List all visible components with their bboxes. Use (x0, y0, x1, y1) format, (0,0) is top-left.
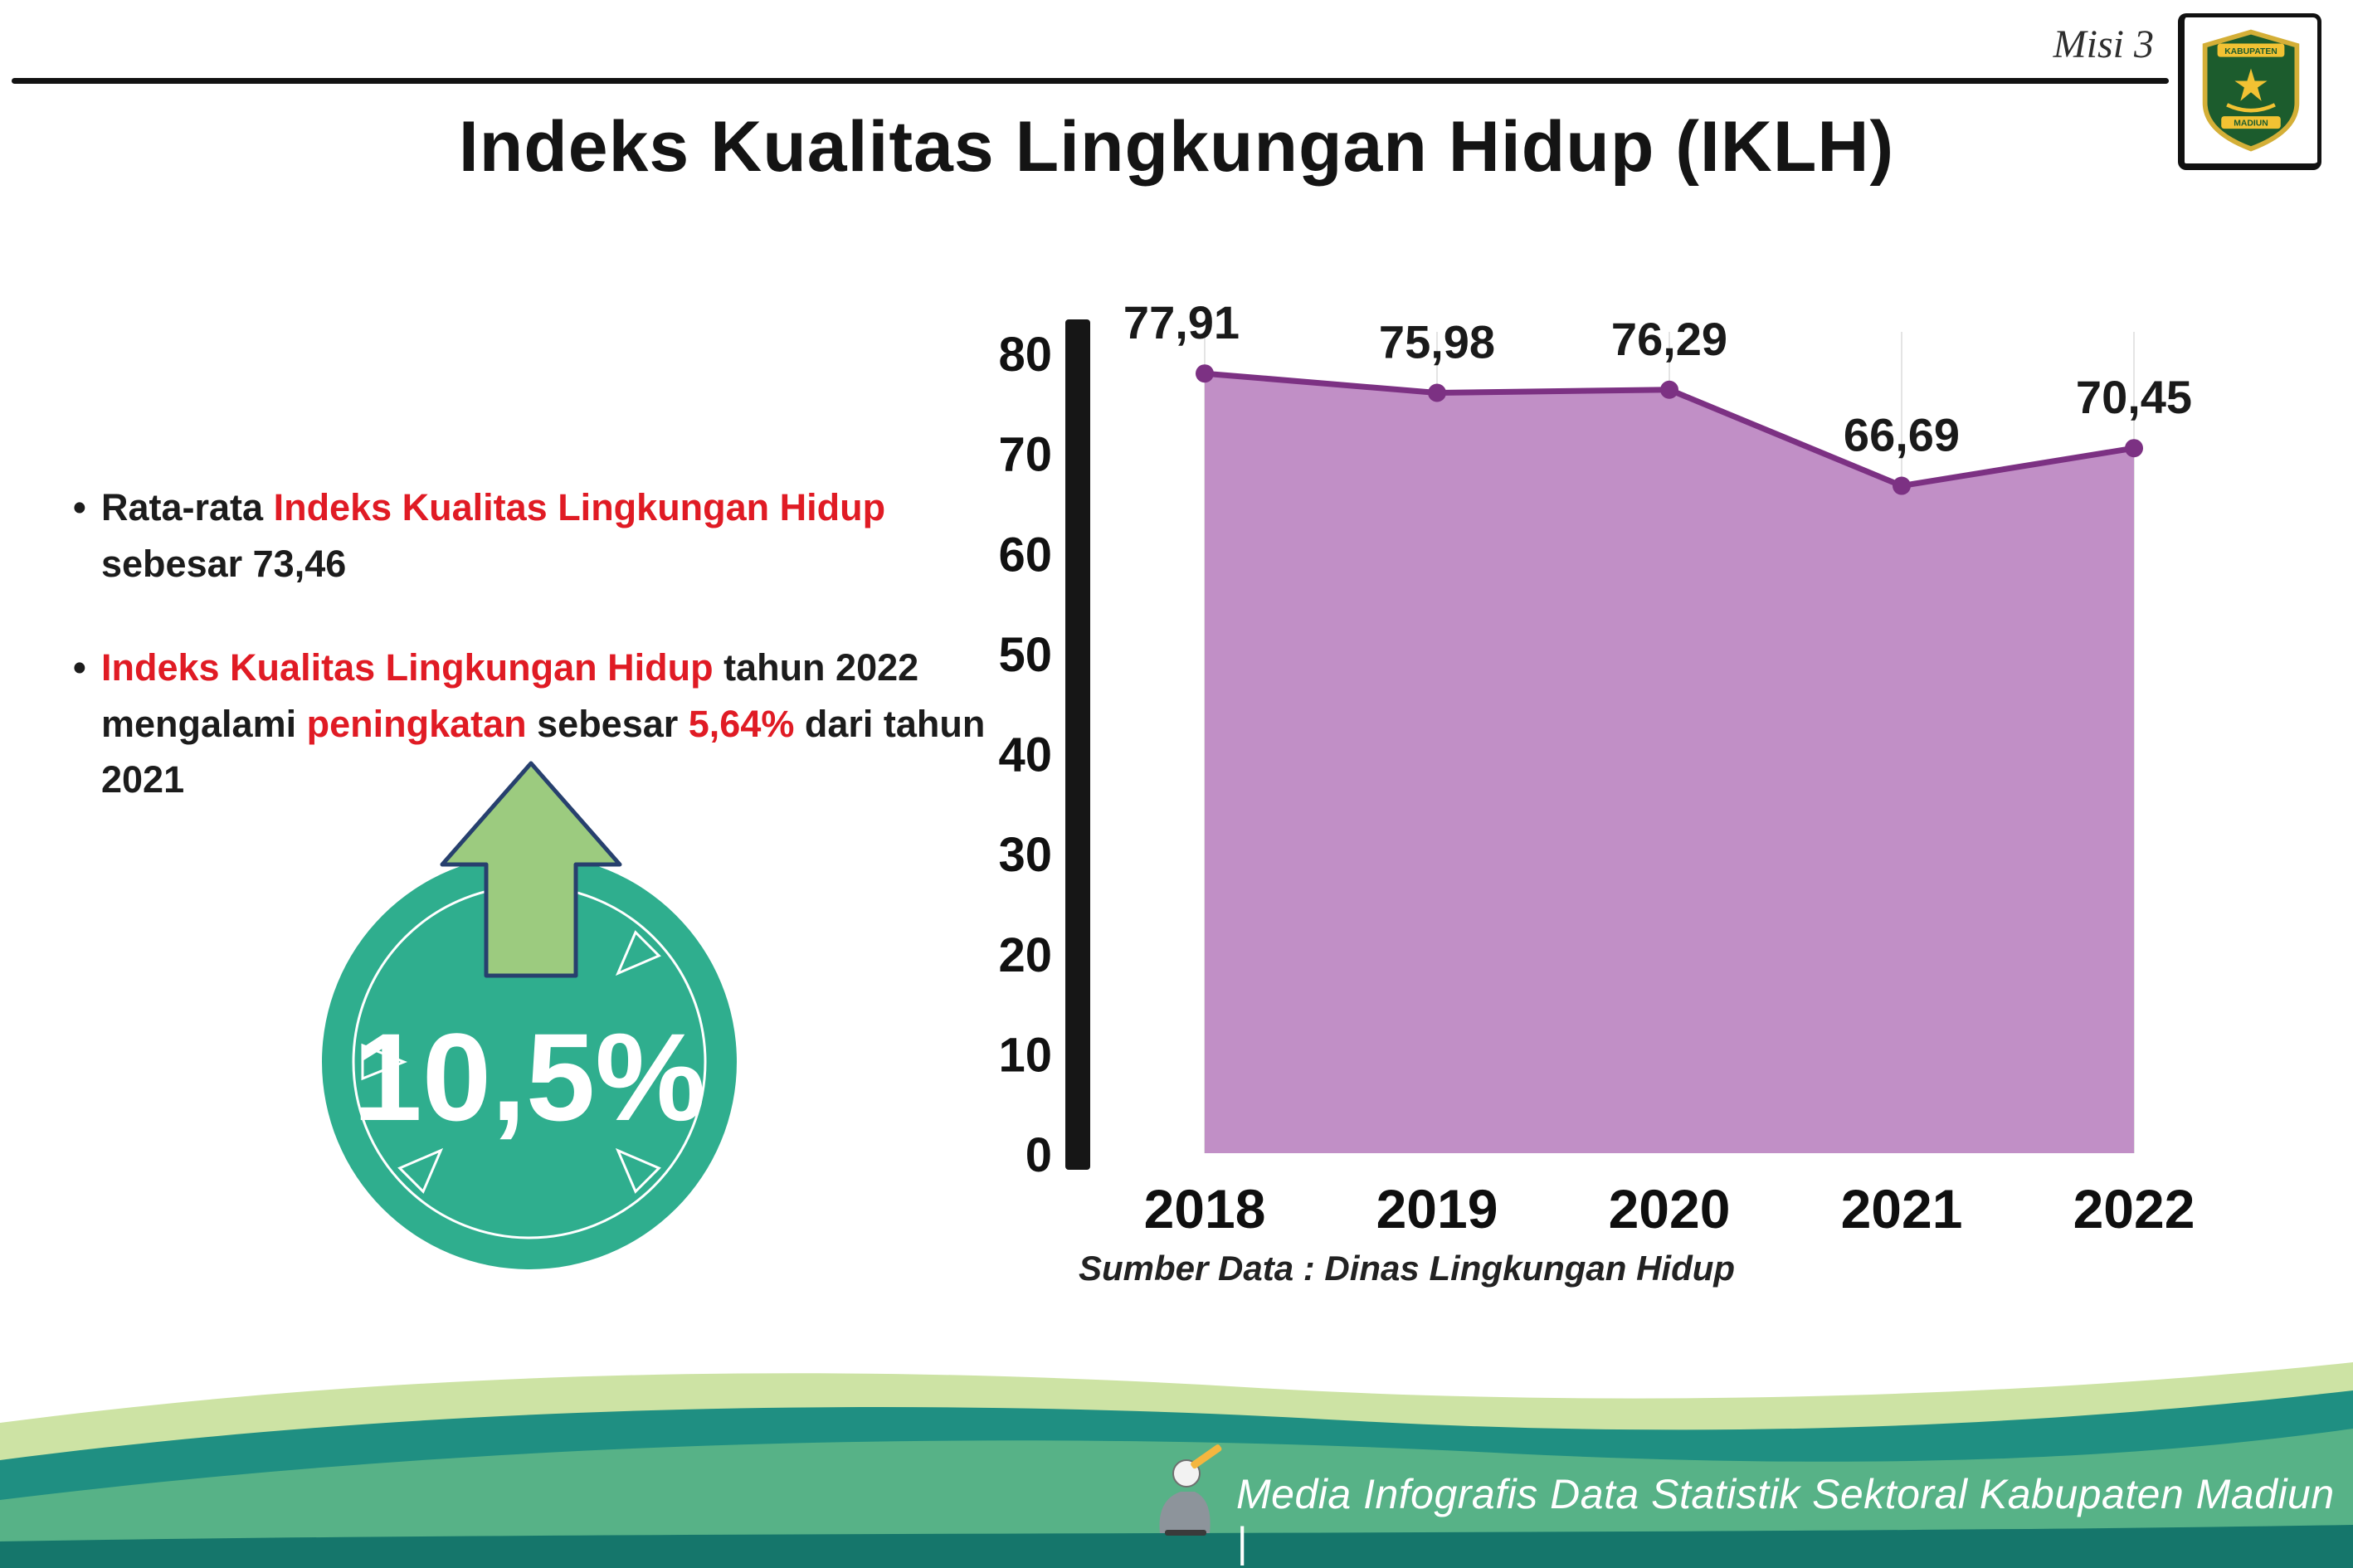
y-tick-label: 40 (998, 728, 1052, 782)
iklh-area-chart: 0 10 20 30 40 50 60 70 80 77,91 75,98 76,29 66,69 70,… (998, 296, 2195, 1239)
highlight-text: 5,64% (688, 702, 795, 745)
x-axis-label: 2018 (1144, 1178, 1266, 1239)
data-point (1196, 364, 1214, 383)
data-label: 77,91 (1123, 296, 1240, 348)
highlight-text: Indeks Kualitas Lingkungan Hidup (273, 486, 886, 528)
highlight-text: peningkatan (306, 702, 527, 745)
data-point (1660, 380, 1678, 399)
data-point (1428, 383, 1446, 402)
mascot-icon (1159, 1444, 1222, 1536)
x-axis-label: 2021 (1841, 1178, 1963, 1239)
plain-text: sebesar (526, 702, 689, 745)
misi-label: Misi 3 (2053, 22, 2154, 66)
logo-bottom-text: MADIUN (2234, 119, 2268, 129)
kabupaten-madiun-logo-icon: KABUPATEN MADIUN (2202, 29, 2300, 152)
logo-top-text: KABUPATEN (2224, 47, 2277, 56)
x-axis-label: 2020 (1609, 1178, 1731, 1239)
plain-text: sebesar 73,46 (101, 542, 347, 585)
data-point (2125, 439, 2143, 458)
bullet-item: • Rata-rata Indeks Kualitas Lingkungan Hi… (73, 480, 1027, 592)
up-arrow-icon (440, 761, 622, 978)
data-label: 76,29 (1611, 313, 1727, 365)
bullet-list: • Rata-rata Indeks Kualitas Lingkungan Hi… (73, 480, 1027, 856)
data-point (1893, 476, 1911, 495)
bullet-dot: • (73, 486, 86, 528)
data-label: 66,69 (1844, 409, 1960, 461)
plain-text: Rata-rata (101, 486, 274, 528)
y-tick-label: 50 (998, 628, 1052, 682)
bullet-dot: • (73, 646, 86, 689)
logo-frame: KABUPATEN MADIUN (2178, 13, 2321, 170)
footer-caption: Media Infografis Data Statistik Sektoral… (1236, 1471, 2335, 1566)
bullet-item: • Indeks Kualitas Lingkungan Hidup tahun … (73, 640, 1027, 808)
area-fill (1205, 373, 2134, 1153)
source-note: Sumber Data : Dinas Lingkungan Hidup (1079, 1249, 1736, 1288)
x-axis-label: 2019 (1376, 1178, 1498, 1239)
y-axis-bar (1065, 319, 1090, 1170)
y-tick-label: 20 (998, 928, 1052, 982)
plain-text: tahun 2022 mengalami (101, 646, 919, 745)
x-axis-label: 2022 (2073, 1178, 2195, 1239)
data-label: 75,98 (1379, 315, 1495, 368)
y-tick-label: 60 (998, 528, 1052, 582)
badge-tick-triangles (361, 930, 661, 1194)
badge-value: 10,5% (353, 1006, 706, 1147)
plain-text: dari tahun 2021 (101, 702, 986, 801)
y-tick-label: 30 (998, 828, 1052, 882)
highlight-text: Indeks Kualitas Lingkungan Hidup (101, 646, 714, 689)
y-tick-label: 70 (998, 428, 1052, 482)
page-title: Indeks Kualitas Lingkungan Hidup (IKLH) (458, 107, 1895, 187)
y-tick-label: 0 (1025, 1128, 1052, 1182)
header-rule (12, 78, 2169, 84)
y-tick-label: 80 (998, 328, 1052, 382)
y-tick-label: 10 (998, 1028, 1052, 1082)
data-label: 70,45 (2076, 371, 2192, 423)
